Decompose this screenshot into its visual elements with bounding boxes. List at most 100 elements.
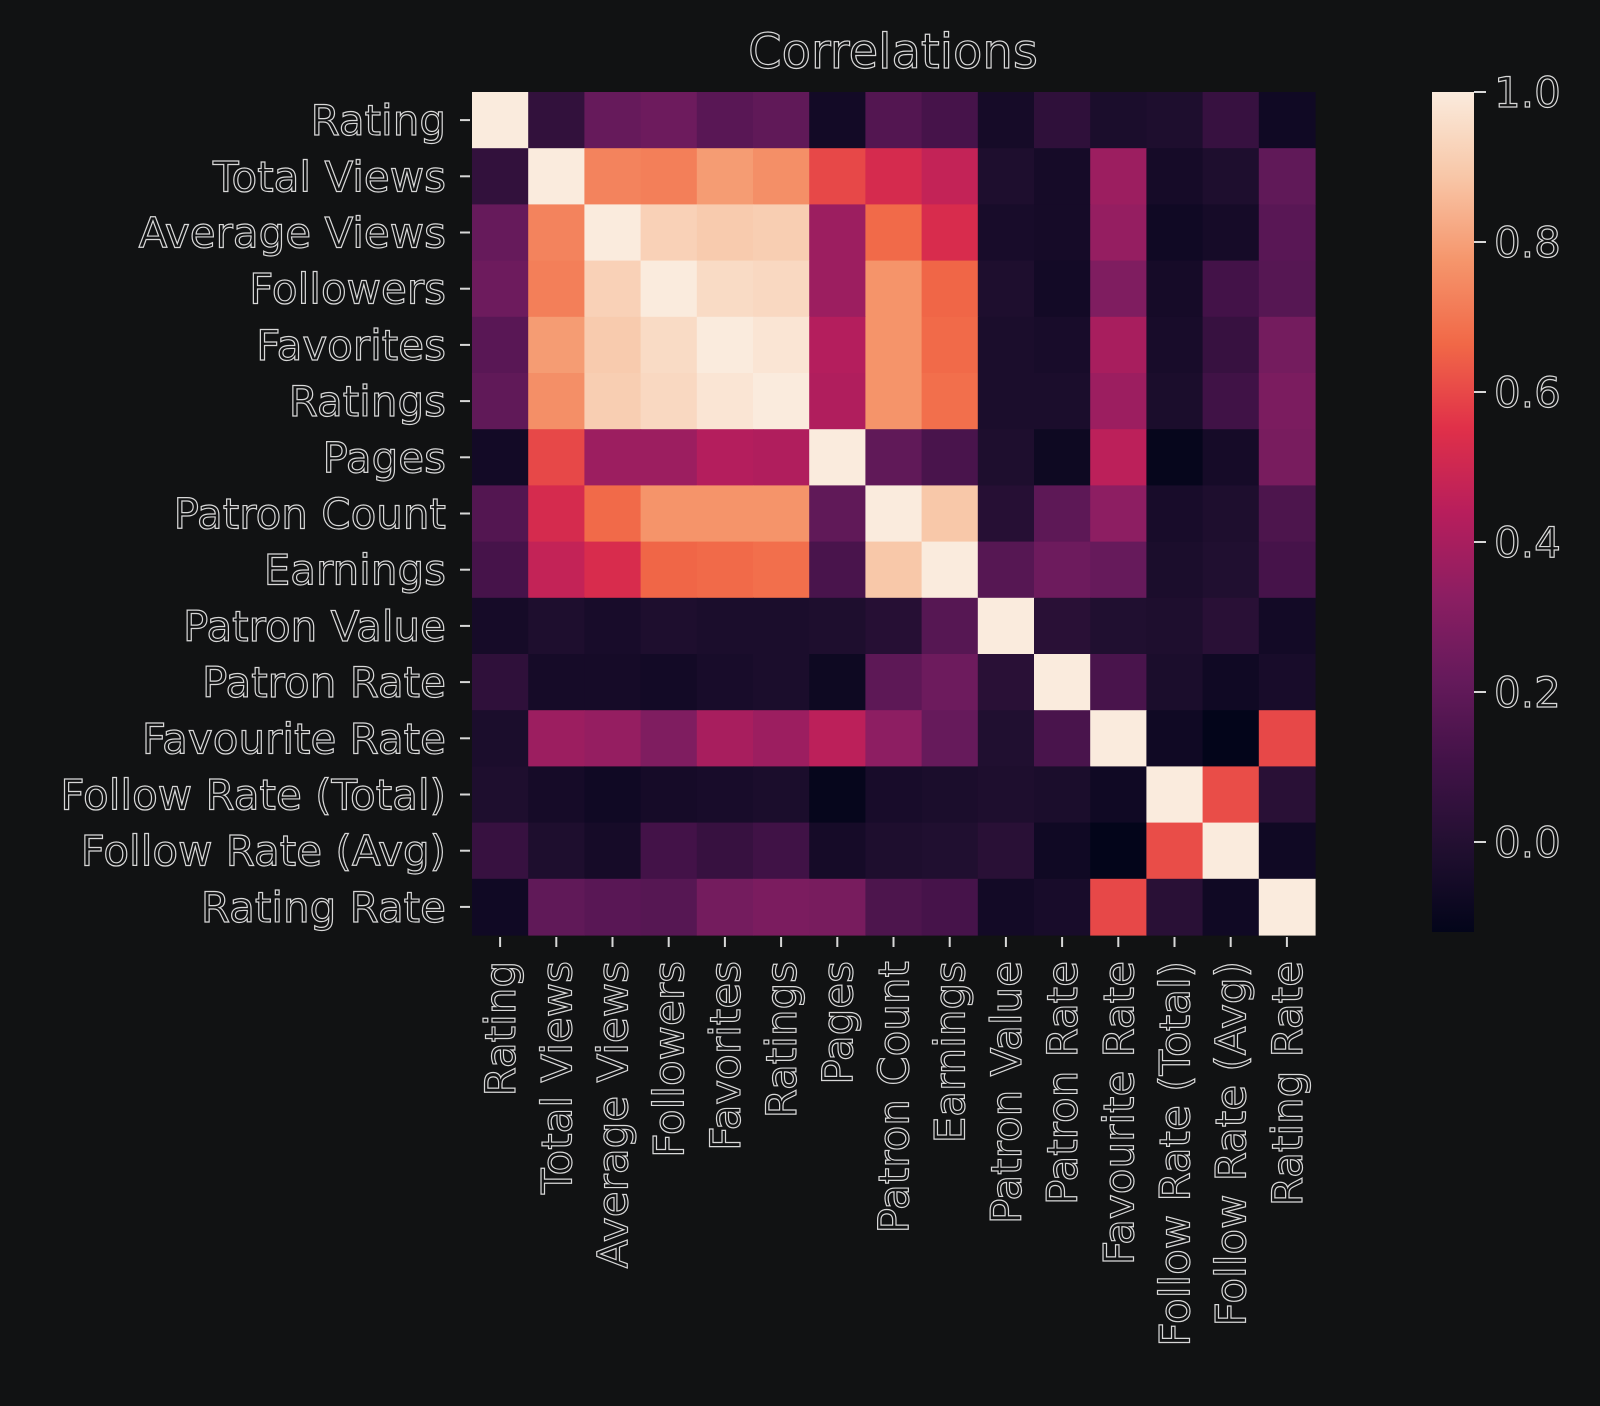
heatmap-cell bbox=[753, 429, 810, 486]
heatmap-cell bbox=[1090, 654, 1147, 711]
heatmap-cell bbox=[865, 316, 923, 374]
heatmap-cell bbox=[1146, 204, 1204, 262]
heatmap-cell bbox=[1202, 92, 1260, 149]
heatmap-cell bbox=[640, 373, 698, 430]
heatmap-cell bbox=[640, 822, 698, 880]
x-tick-label: Follow Rate (Total) bbox=[1151, 961, 1200, 1347]
heatmap-cell bbox=[696, 541, 754, 599]
heatmap-cell bbox=[809, 373, 866, 430]
heatmap-cell bbox=[921, 541, 979, 599]
heatmap-cell bbox=[921, 148, 979, 205]
colorbar bbox=[1432, 92, 1474, 932]
heatmap-cell bbox=[1090, 148, 1147, 205]
heatmap-cell bbox=[753, 822, 810, 880]
heatmap-cell bbox=[921, 597, 979, 655]
heatmap-cell bbox=[472, 654, 529, 711]
heatmap-cell bbox=[753, 260, 810, 318]
heatmap-cell bbox=[528, 597, 585, 655]
heatmap-cell bbox=[809, 485, 866, 543]
heatmap-cell bbox=[1146, 373, 1204, 430]
heatmap-cell bbox=[640, 204, 698, 262]
heatmap-cell bbox=[528, 373, 585, 430]
heatmap-cell bbox=[921, 822, 979, 880]
heatmap-cell bbox=[1202, 541, 1260, 599]
x-tick-label: Ratings bbox=[757, 961, 806, 1118]
heatmap-cell bbox=[696, 822, 754, 880]
heatmap-cell bbox=[1146, 485, 1204, 543]
heatmap-cell bbox=[865, 878, 923, 936]
heatmap-cell bbox=[865, 429, 923, 486]
y-tick-label: Patron Count bbox=[174, 490, 446, 539]
heatmap-cell bbox=[528, 710, 585, 767]
heatmap-cell bbox=[977, 92, 1035, 149]
heatmap-cell bbox=[921, 260, 979, 318]
heatmap-cell bbox=[1034, 822, 1091, 880]
heatmap-cell bbox=[865, 260, 923, 318]
heatmap-cell bbox=[921, 878, 979, 936]
heatmap-cell bbox=[696, 316, 754, 374]
heatmap-cell bbox=[528, 654, 585, 711]
heatmap-cell bbox=[921, 766, 979, 824]
colorbar-ticks: 1.0 0.8 0.6 0.4 0.2 0.0 bbox=[1474, 67, 1561, 868]
y-tick-label: Patron Value bbox=[183, 602, 446, 651]
heatmap-cell bbox=[1258, 822, 1316, 880]
heatmap-cell bbox=[1034, 541, 1091, 599]
heatmap-cell bbox=[865, 204, 923, 262]
heatmap-cell bbox=[1034, 878, 1091, 936]
heatmap-cell bbox=[1034, 710, 1091, 767]
heatmap-cell bbox=[1258, 429, 1316, 486]
heatmap-cell bbox=[753, 878, 810, 936]
heatmap-cell bbox=[1034, 429, 1091, 486]
heatmap-cell bbox=[921, 316, 979, 374]
heatmap-cell bbox=[584, 878, 642, 936]
heatmap-cell bbox=[1034, 597, 1091, 655]
x-tick-label: Patron Value bbox=[982, 961, 1031, 1224]
heatmap-cell bbox=[528, 429, 585, 486]
colorbar-tick-label: 0.6 bbox=[1494, 368, 1561, 417]
heatmap-cell bbox=[753, 766, 810, 824]
heatmap-cell bbox=[1090, 485, 1147, 543]
heatmap-cell bbox=[584, 654, 642, 711]
heatmap-cell bbox=[865, 92, 923, 149]
heatmap-cell bbox=[921, 654, 979, 711]
y-tick-label: Rating Rate bbox=[201, 883, 446, 932]
heatmap-cell bbox=[528, 260, 585, 318]
x-tick-label: Favorites bbox=[701, 961, 750, 1151]
heatmap-cell bbox=[1146, 316, 1204, 374]
heatmap-cell bbox=[1090, 429, 1147, 486]
x-tick-label: Total Views bbox=[532, 961, 581, 1195]
heatmap-cell bbox=[1090, 541, 1147, 599]
heatmap-cell bbox=[1146, 766, 1204, 824]
heatmap-cell bbox=[584, 148, 642, 205]
heatmap-cell bbox=[1202, 597, 1260, 655]
heatmap-cell bbox=[472, 766, 529, 824]
heatmap-cell bbox=[1090, 878, 1147, 936]
heatmap-cell bbox=[865, 485, 923, 543]
heatmap-cell bbox=[1090, 597, 1147, 655]
heatmap-cell bbox=[865, 148, 923, 205]
heatmap-cell bbox=[865, 597, 923, 655]
y-tick-label: Rating bbox=[311, 96, 446, 145]
heatmap-cell bbox=[1258, 373, 1316, 430]
colorbar-tick-label: 0.2 bbox=[1494, 668, 1561, 717]
heatmap-cell bbox=[809, 316, 866, 374]
heatmap-cell bbox=[921, 373, 979, 430]
heatmap-cell bbox=[472, 373, 529, 430]
heatmap-cell bbox=[584, 710, 642, 767]
heatmap-cell bbox=[977, 316, 1035, 374]
y-tick-label: Ratings bbox=[289, 377, 446, 426]
heatmap-cell bbox=[809, 260, 866, 318]
colorbar-tick-label: 1.0 bbox=[1494, 68, 1561, 117]
heatmap-cell bbox=[809, 148, 866, 205]
heatmap-cell bbox=[1034, 148, 1091, 205]
x-tick-label: Patron Count bbox=[870, 961, 919, 1233]
x-tick-label: Followers bbox=[645, 961, 694, 1158]
y-tick-label: Average Views bbox=[139, 209, 446, 258]
x-tick-label: Patron Rate bbox=[1038, 961, 1087, 1205]
heatmap-cell bbox=[584, 316, 642, 374]
heatmap-cell bbox=[528, 92, 585, 149]
heatmap-cell bbox=[1202, 316, 1260, 374]
heatmap-cell bbox=[528, 822, 585, 880]
heatmap-cells bbox=[472, 92, 1316, 936]
